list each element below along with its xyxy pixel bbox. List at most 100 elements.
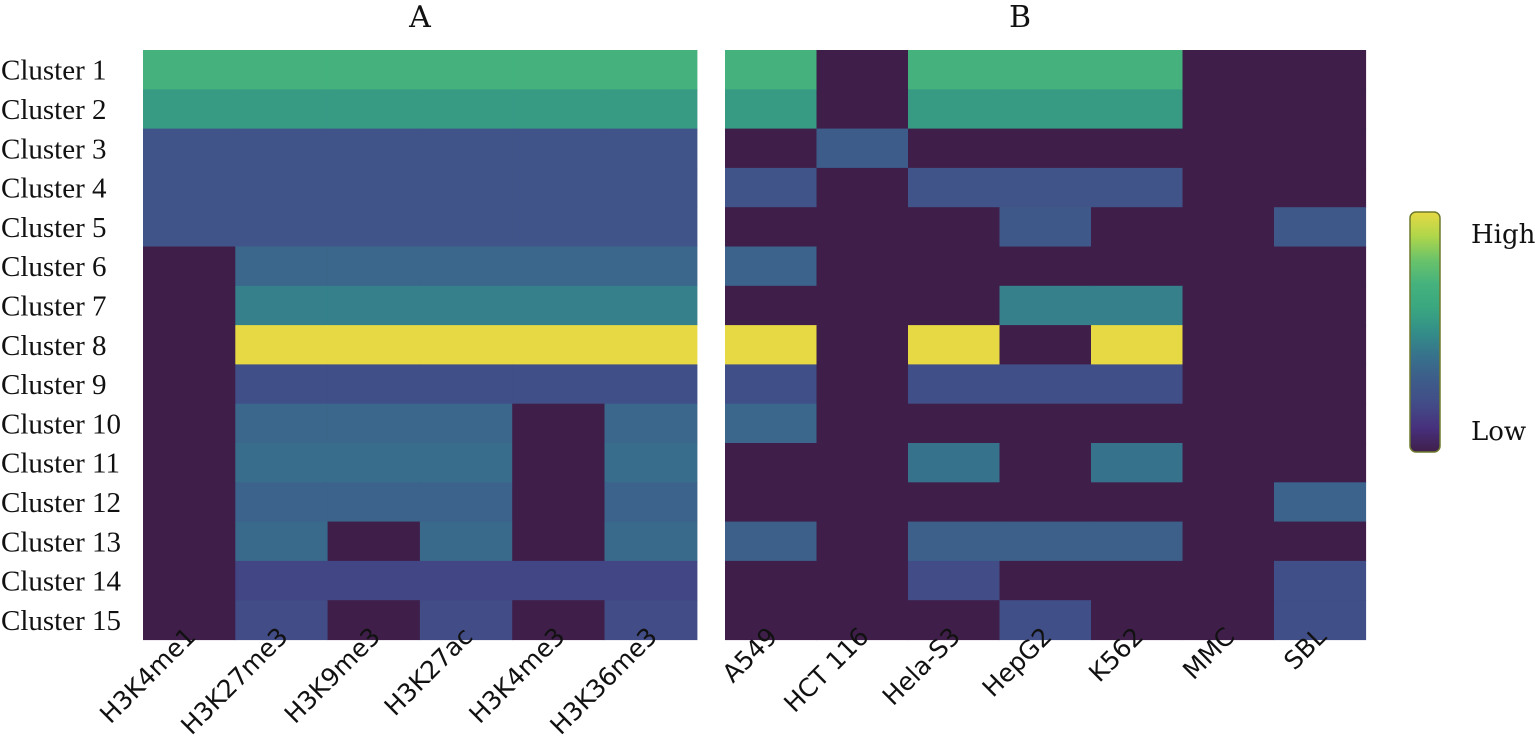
heatmap-cell — [725, 207, 818, 248]
heatmap-cell — [999, 246, 1092, 287]
heatmap-cell — [908, 167, 1001, 208]
heatmap-cell — [235, 50, 329, 90]
heatmap-cell — [1274, 89, 1367, 130]
heatmap-cell — [999, 560, 1092, 601]
heatmap-cell — [1091, 364, 1184, 405]
heatmap-cell — [512, 325, 606, 365]
heatmap-cell — [725, 167, 818, 208]
heatmap-cell — [143, 325, 236, 365]
heatmap-cell — [999, 285, 1092, 326]
heatmap-cell — [327, 364, 421, 405]
heatmap-cell — [1182, 443, 1275, 483]
row-label: Cluster 14 — [1, 566, 122, 598]
heatmap-cell — [908, 246, 1001, 287]
heatmap-cell — [999, 207, 1092, 248]
heatmap-cell — [1091, 403, 1184, 444]
heatmap-cell — [1091, 560, 1184, 601]
heatmap-cell — [604, 521, 698, 562]
heatmap-cell — [1091, 521, 1184, 562]
heatmap-cell — [327, 50, 421, 90]
heatmap-cell — [816, 167, 909, 208]
heatmap-cell — [327, 443, 421, 483]
heatmap-cell — [235, 403, 329, 444]
heatmap-cell — [1182, 207, 1275, 248]
heatmap-cell — [419, 443, 513, 483]
heatmap-cell — [908, 364, 1001, 405]
heatmap-cell — [604, 246, 698, 287]
heatmap-cell — [816, 560, 909, 601]
heatmap-cell — [1091, 207, 1184, 248]
heatmap-cell — [512, 443, 606, 483]
heatmap-cell — [512, 364, 606, 405]
legend-low-label: Low — [1471, 417, 1526, 447]
heatmap-cell — [327, 89, 421, 130]
heatmap-cell — [419, 521, 513, 562]
heatmap-cell — [1091, 128, 1184, 169]
heatmap-cell — [1274, 443, 1367, 483]
heatmap-cell — [1182, 325, 1275, 365]
heatmap-cell — [419, 403, 513, 444]
heatmap-cell — [143, 600, 236, 641]
heatmap-cell — [419, 128, 513, 169]
heatmap-cell — [512, 403, 606, 444]
heatmap-cell — [604, 560, 698, 601]
heatmap-cell — [999, 364, 1092, 405]
heatmap-cell — [512, 89, 606, 130]
heatmap-cell — [512, 246, 606, 287]
row-label: Cluster 10 — [1, 408, 121, 440]
heatmap-cell — [143, 128, 236, 169]
heatmap-cell — [327, 521, 421, 562]
heatmap-cell — [419, 89, 513, 130]
heatmap-cell — [725, 443, 818, 483]
heatmap-cell — [512, 128, 606, 169]
heatmap-cell — [816, 600, 909, 641]
heatmap-cell — [235, 128, 329, 169]
heatmap-cell — [143, 50, 236, 90]
row-label: Cluster 12 — [1, 487, 121, 519]
heatmap-cell — [908, 600, 1001, 641]
heatmap-cell — [604, 364, 698, 405]
heatmap-cell — [235, 246, 329, 287]
heatmap-cell — [419, 600, 513, 641]
row-label: Cluster 15 — [1, 605, 121, 637]
heatmap-cell — [816, 50, 909, 90]
heatmap-cell — [419, 246, 513, 287]
heatmap-cell — [725, 482, 818, 523]
heatmap-cell — [1091, 246, 1184, 287]
heatmap-cell — [816, 89, 909, 130]
heatmap-cell — [999, 89, 1092, 130]
heatmap-cell — [725, 50, 818, 90]
heatmap-cell — [816, 482, 909, 523]
heatmap-cell — [327, 403, 421, 444]
heatmap-cell — [235, 207, 329, 248]
heatmap-cell — [327, 325, 421, 365]
heatmap-cell — [235, 600, 329, 641]
heatmap-cell — [908, 128, 1001, 169]
heatmap-panel-a: AH3K4me1H3K27me3H3K9me3H3K27acH3K4me3H3K… — [94, 0, 698, 740]
heatmap-cell — [908, 443, 1001, 483]
heatmap-cell — [419, 560, 513, 601]
heatmap-cell — [327, 246, 421, 287]
heatmap-cell — [908, 89, 1001, 130]
heatmap-cell — [725, 128, 818, 169]
heatmap-cell — [327, 285, 421, 326]
heatmap-cell — [725, 560, 818, 601]
heatmap-cell — [1091, 50, 1184, 90]
panel-title: B — [1009, 0, 1031, 35]
heatmap-cell — [908, 403, 1001, 444]
heatmap-cell — [725, 325, 818, 365]
heatmap-cell — [725, 403, 818, 444]
heatmap-cell — [143, 246, 236, 287]
heatmap-cell — [1274, 600, 1367, 641]
heatmap-cell — [1182, 560, 1275, 601]
heatmap-cell — [725, 89, 818, 130]
row-label: Cluster 2 — [1, 94, 107, 126]
row-label: Cluster 8 — [1, 330, 107, 362]
row-label: Cluster 6 — [1, 251, 107, 283]
heatmap-cell — [725, 600, 818, 641]
heatmap-cell — [1274, 167, 1367, 208]
heatmap-cell — [235, 482, 329, 523]
heatmap-cell — [1274, 285, 1367, 326]
heatmap-cell — [1182, 246, 1275, 287]
heatmap-cell — [512, 207, 606, 248]
